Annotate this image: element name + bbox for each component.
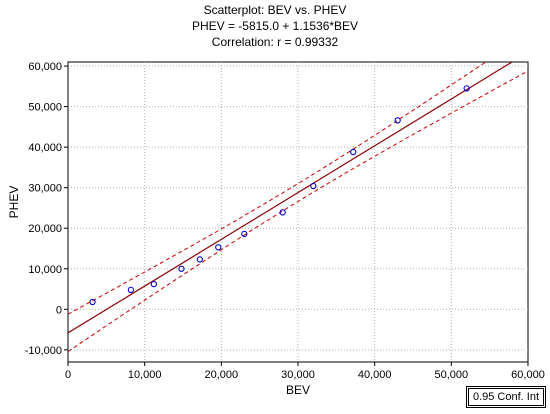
fit-line: [68, 62, 514, 334]
data-point-12: [463, 85, 470, 92]
title-line-2: PHEV = -5815.0 + 1.1536*BEV: [192, 19, 358, 33]
grid-lines: [68, 62, 528, 362]
data-point-1: [89, 298, 96, 306]
x-tick-label-2: 20,000: [205, 369, 239, 381]
title-line-1: Scatterplot: BEV vs. PHEV: [204, 3, 347, 17]
y-tick-label-4: 30,000: [28, 183, 62, 195]
legend: 0.95 Conf. Int: [465, 386, 546, 408]
title-line-3: Correlation: r = 0.99332: [212, 35, 339, 49]
data-point-11: [394, 117, 401, 124]
data-point-5: [196, 256, 204, 263]
y-tick-label-7: 60,000: [28, 61, 62, 73]
x-tick-label-6: 60,000: [511, 369, 545, 381]
y-tick-label-1: 0: [56, 304, 62, 316]
data-point-7: [241, 230, 248, 238]
x-axis-ticks: 0 10,000 20,000 30,000 40,000 50,000 60,000: [65, 362, 545, 381]
data-point-9: [310, 182, 317, 190]
data-point-10: [350, 148, 357, 156]
y-tick-label-0: -10,000: [25, 345, 62, 357]
ci-upper-line: [68, 62, 487, 315]
y-tick-label-2: 10,000: [28, 264, 62, 276]
data-point-3: [150, 281, 158, 288]
data-points: [89, 85, 470, 306]
x-tick-label-1: 10,000: [128, 369, 162, 381]
x-axis-title: BEV: [286, 383, 310, 397]
ci-lower-line: [68, 70, 528, 352]
data-point-2: [127, 286, 135, 293]
y-axis-title: PHEV: [7, 186, 21, 219]
data-point-4: [178, 265, 185, 272]
x-tick-label-4: 40,000: [358, 369, 392, 381]
regression-line: [68, 62, 514, 334]
x-tick-label-5: 50,000: [435, 369, 469, 381]
x-tick-label-0: 0: [65, 369, 71, 381]
y-tick-label-3: 20,000: [28, 223, 62, 235]
data-point-6: [215, 244, 222, 251]
confidence-band: [68, 62, 528, 352]
y-tick-label-5: 40,000: [28, 142, 62, 154]
x-tick-label-3: 30,000: [281, 369, 315, 381]
legend-label: 0.95 Conf. Int: [467, 388, 544, 406]
y-axis-ticks: -10,000 0 10,000 20,000 30,000 40,000 50,000 60…: [25, 61, 68, 357]
y-tick-label-6: 50,000: [28, 102, 62, 114]
data-point-8: [279, 209, 286, 216]
